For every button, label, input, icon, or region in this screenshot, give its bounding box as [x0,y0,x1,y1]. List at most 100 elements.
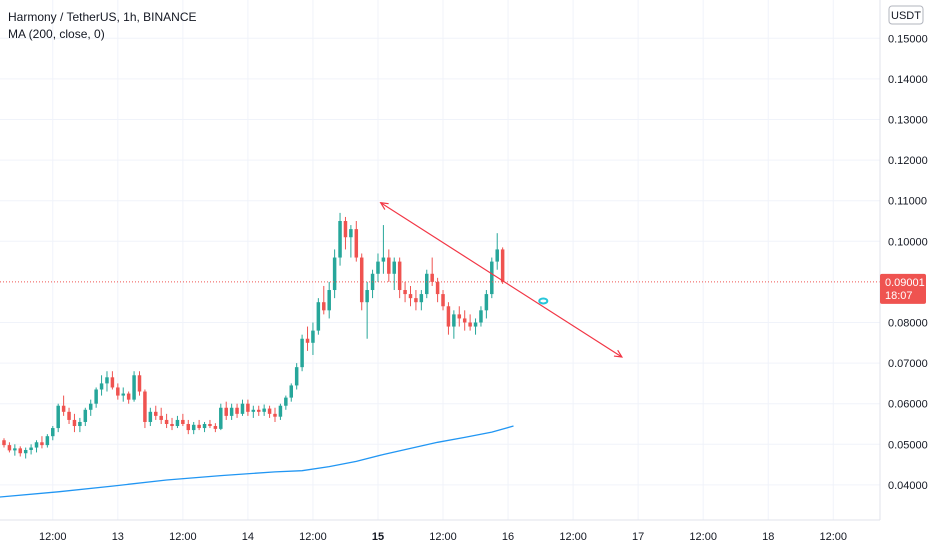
candle [126,391,131,404]
candle-body [484,294,489,311]
candle [240,399,245,416]
y-tick-label: 0.11000 [888,196,927,208]
candle [191,421,196,435]
candle-body [300,338,304,368]
candle [13,444,17,456]
candle-body [99,383,104,390]
candle-body [414,298,418,303]
candle [143,389,147,429]
x-tick-label: 14 [242,531,254,543]
candle-body [332,257,337,291]
x-tick-label: 12:00 [559,531,587,543]
candle-body [446,306,451,327]
candle-body [500,249,505,282]
candle-body [78,421,82,427]
candle-body [354,229,359,258]
time-axis[interactable]: 12:00 13 12:00 14 12:00 15 12:00 16 12:00 17 12:00… [39,531,847,543]
candle-body [154,411,158,416]
candle [490,257,494,299]
candle-body [105,377,109,384]
current-price-badge: 0.09001 18:07 [880,273,926,304]
candle-body [208,424,212,427]
candle-body [322,302,326,311]
x-tick-label: 12:00 [689,531,717,543]
candle [148,407,153,427]
price-axis[interactable]: 0.04000 0.05000 0.06000 0.07000 0.08000 0.100… [888,33,928,492]
candle-body [13,448,17,451]
candle [284,395,288,410]
candle [197,419,201,431]
x-tick-label: 12:00 [819,531,847,543]
candle [430,257,434,286]
candle-body [143,391,147,422]
candle [34,440,39,453]
candle-body [175,419,180,427]
candle-body [311,330,315,343]
candle-body [137,375,142,392]
candle [262,404,266,416]
candle [403,281,407,303]
candle-body [435,281,440,295]
y-tick-label: 0.13000 [888,115,928,127]
currency-button[interactable]: USDT [888,5,924,25]
x-tick-label: 16 [502,531,514,543]
candle-body [419,294,424,303]
candle [45,434,50,448]
candle-body [56,405,60,429]
y-tick-label: 0.04000 [888,480,928,492]
candle-body [110,377,115,388]
candle-body [267,408,272,414]
candle-body [381,257,386,262]
y-tick-label: 0.05000 [888,439,928,451]
candle [40,436,44,449]
candle-body [262,408,266,412]
candle-body [338,221,342,258]
candle [208,419,212,429]
y-tick-label: 0.08000 [888,318,928,330]
candle-body [251,409,256,412]
candle-body [2,440,6,446]
candle [457,306,462,327]
candle-body [490,261,494,295]
candle-body [462,318,467,323]
candle-body [132,375,136,400]
x-tick-label: 15 [372,531,384,543]
candle-body [327,290,331,311]
drawings [0,201,880,358]
candle-body [284,397,288,406]
candle-body [468,322,472,327]
candles [2,212,505,459]
candle-body [430,273,434,282]
candle-body [45,436,50,446]
candle-body [235,407,239,414]
candle-body [457,314,462,319]
candle-body [392,261,396,274]
ma200-line [0,425,514,498]
candle [235,403,239,418]
candle [435,277,440,303]
candle-body [29,447,33,450]
candle-body [51,428,55,437]
candle [316,298,321,335]
candle-body [126,393,131,400]
candle [408,285,413,307]
candle-body [273,413,277,417]
candle-body [186,424,191,431]
candle [219,403,223,431]
candle [110,371,115,390]
candle-body [23,449,28,454]
candle [500,247,505,284]
candle [224,401,228,420]
candle-body [343,221,348,238]
trendline[interactable] [380,202,623,358]
candle [18,446,23,457]
candle [88,399,93,416]
candle-body [452,314,456,327]
currency-label: USDT [891,10,921,22]
candle-body [67,411,71,420]
candle-body [473,322,478,327]
candle-body [181,419,185,424]
candle-body [197,424,201,429]
candle-body [256,409,261,412]
